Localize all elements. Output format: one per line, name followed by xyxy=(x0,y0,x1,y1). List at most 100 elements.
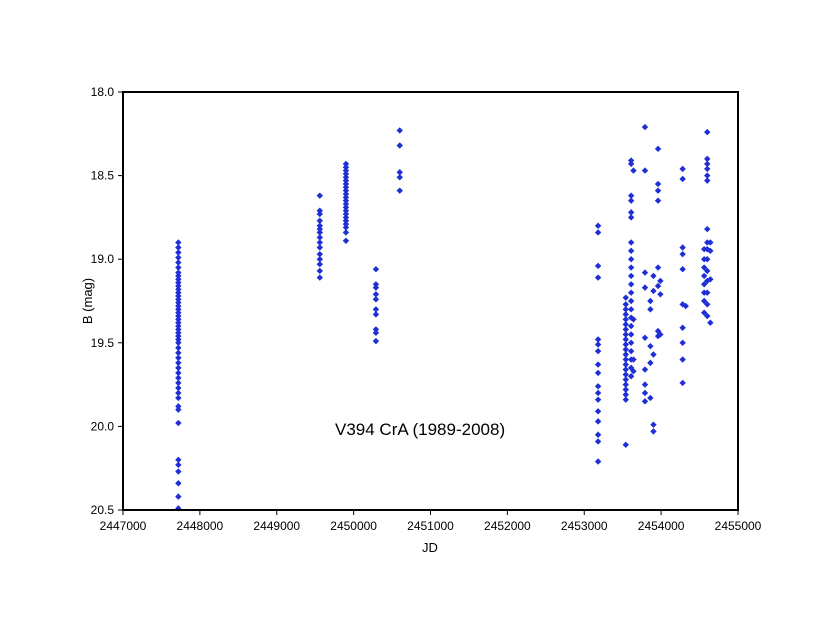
data-point xyxy=(316,239,323,246)
data-point xyxy=(342,200,350,208)
data-point xyxy=(657,291,664,298)
data-point xyxy=(704,312,711,320)
data-point xyxy=(704,301,711,308)
data-point xyxy=(594,383,602,390)
data-point xyxy=(627,160,635,168)
data-point xyxy=(704,172,711,179)
data-point xyxy=(175,389,182,397)
data-point xyxy=(647,306,654,313)
data-point xyxy=(650,351,657,358)
data-point xyxy=(175,319,182,326)
data-point xyxy=(342,170,350,178)
data-point xyxy=(657,277,664,285)
data-point xyxy=(175,379,182,387)
data-point xyxy=(700,309,708,316)
x-tick-label: 2447000 xyxy=(100,519,147,533)
data-point xyxy=(707,276,714,283)
data-point xyxy=(622,361,629,368)
x-tick-label: 2453000 xyxy=(561,519,608,533)
data-point xyxy=(342,184,350,191)
data-point xyxy=(372,311,380,318)
data-point xyxy=(175,296,182,303)
data-point xyxy=(627,264,635,271)
data-point xyxy=(316,229,323,236)
data-point xyxy=(627,331,635,338)
data-point xyxy=(342,229,350,236)
y-tick-label: 20.5 xyxy=(91,503,115,517)
data-point xyxy=(650,272,657,280)
data-point xyxy=(704,177,711,184)
x-tick-label: 2452000 xyxy=(484,519,531,533)
data-point xyxy=(175,316,182,323)
data-point xyxy=(175,282,182,290)
data-point xyxy=(316,222,323,229)
x-tick-label: 2455000 xyxy=(715,519,762,533)
data-point xyxy=(700,264,708,271)
data-points xyxy=(175,123,714,512)
data-point xyxy=(700,272,708,280)
data-point xyxy=(175,384,182,392)
data-point xyxy=(627,347,635,355)
data-point xyxy=(175,269,182,276)
data-point xyxy=(342,160,350,168)
data-point xyxy=(622,391,629,398)
data-point xyxy=(704,225,711,233)
data-point xyxy=(622,366,629,373)
data-point xyxy=(700,297,708,305)
y-axis-ticks: 18.0 18.5 19.0 19.5 20.0 20.5 xyxy=(91,85,123,517)
data-point xyxy=(316,207,323,214)
data-point xyxy=(175,419,182,427)
data-point xyxy=(175,349,182,357)
data-point xyxy=(647,359,654,367)
data-point xyxy=(627,247,635,255)
data-point xyxy=(342,177,350,184)
y-tick-label: 18.5 xyxy=(91,169,115,183)
data-point xyxy=(622,396,629,403)
data-point xyxy=(342,180,350,188)
data-point xyxy=(175,339,182,346)
data-point xyxy=(372,337,380,345)
data-point xyxy=(647,342,654,350)
data-point xyxy=(704,289,711,296)
data-point xyxy=(627,214,635,221)
data-point xyxy=(175,374,182,382)
data-point xyxy=(594,431,602,438)
data-point xyxy=(342,237,350,245)
data-point xyxy=(175,364,182,372)
data-point xyxy=(175,286,182,293)
data-point xyxy=(654,282,662,290)
data-point xyxy=(679,244,686,251)
data-point xyxy=(342,224,350,231)
data-point xyxy=(707,247,714,255)
data-point xyxy=(622,306,629,313)
data-point xyxy=(594,222,602,229)
data-point xyxy=(704,128,711,136)
data-point xyxy=(630,356,637,363)
x-tick-label: 2450000 xyxy=(330,519,377,533)
data-point xyxy=(316,256,323,263)
data-point xyxy=(175,306,182,313)
data-point xyxy=(657,331,664,338)
data-point xyxy=(594,389,602,397)
data-point xyxy=(682,302,689,310)
data-point xyxy=(627,281,635,288)
data-point xyxy=(704,165,711,173)
data-point xyxy=(396,127,403,134)
data-point xyxy=(175,406,182,413)
data-point xyxy=(707,239,714,246)
data-point xyxy=(622,316,629,323)
y-tick-label: 20.0 xyxy=(91,419,115,433)
data-point xyxy=(679,266,686,273)
data-point xyxy=(175,329,182,336)
data-point xyxy=(622,326,629,333)
data-point xyxy=(175,461,182,469)
data-point xyxy=(342,194,350,201)
data-point xyxy=(594,336,602,343)
y-tick-label: 19.5 xyxy=(91,336,115,350)
data-point xyxy=(650,287,657,295)
data-point xyxy=(622,311,629,318)
data-point xyxy=(175,403,182,410)
data-point xyxy=(627,197,635,204)
data-point xyxy=(704,160,711,168)
